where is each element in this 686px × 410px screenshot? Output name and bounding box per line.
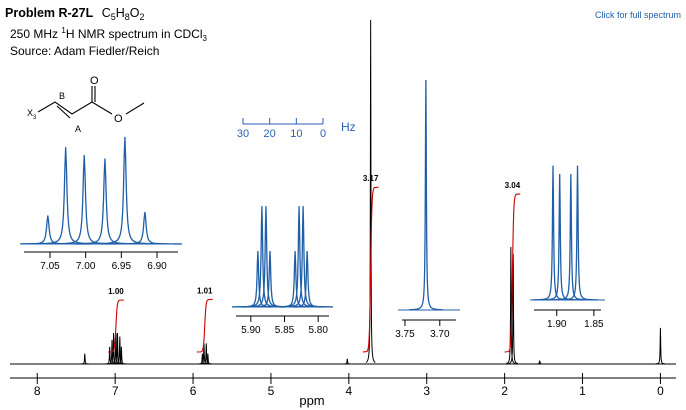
inset-tick-label: 7.00 <box>76 261 96 272</box>
source: Source: Adam Fiedler/Reich <box>10 44 159 58</box>
peak <box>506 247 516 364</box>
integral-label: 3.04 <box>505 181 521 190</box>
formula-part: C <box>102 6 111 20</box>
x-tick-label: 6 <box>190 384 197 398</box>
header: Problem R-27L C5H8O2 <box>5 6 145 22</box>
formula-part: H <box>116 6 125 20</box>
integral-label: 1.01 <box>197 286 213 295</box>
integral-label: 3.17 <box>363 174 379 183</box>
subtitle-sup: 1 <box>61 26 66 35</box>
inset-tick-label: 5.85 <box>275 325 295 336</box>
peak <box>365 19 376 363</box>
inset: 3.75 3.70 <box>395 79 460 340</box>
structure-label: 3 <box>33 115 37 121</box>
formula-sub: 5 <box>111 12 116 22</box>
inset-peak <box>275 206 331 308</box>
structure-label: A <box>75 124 81 134</box>
structure-label: B <box>59 91 65 101</box>
inset-peak <box>271 206 327 308</box>
inset-peak <box>532 165 574 301</box>
inset-peak <box>238 206 294 308</box>
structure-label: O <box>114 113 123 125</box>
inset-tick-label: 6.95 <box>112 261 132 272</box>
inset-peak <box>539 173 581 301</box>
peak <box>535 360 545 365</box>
subtitle: 250 MHz 1H NMR spectrum in CDCl3 <box>10 26 208 43</box>
inset-peak <box>60 158 150 245</box>
peak <box>80 353 90 365</box>
inset-peak <box>242 250 298 308</box>
inset-peak <box>557 165 598 301</box>
integral-curve <box>196 298 213 353</box>
inset-peak <box>80 136 170 245</box>
inset-tick-label: 1.90 <box>547 319 567 330</box>
subtitle-part: 250 MHz <box>10 27 61 41</box>
inset-peak <box>234 206 290 308</box>
inset-tick-label: 1.85 <box>584 319 604 330</box>
full-spectrum-link[interactable]: Click for full spectrum <box>595 10 681 20</box>
inset-peak <box>100 212 182 245</box>
x-tick-label: 7 <box>112 384 119 398</box>
hz-tick-label: 30 <box>237 128 249 140</box>
hz-tick-label: 10 <box>290 128 302 140</box>
double-bond <box>56 105 71 119</box>
peak <box>116 346 127 365</box>
inset-tick-label: 5.80 <box>308 325 328 336</box>
x-axis-label: ppm <box>299 393 324 408</box>
structure: X 3 B A O O <box>27 75 145 134</box>
bond-chain <box>37 101 113 115</box>
x-tick-label: 4 <box>345 384 352 398</box>
hz-tick-label: 20 <box>264 128 276 140</box>
methyl-bond <box>125 102 145 115</box>
inset-tick-label: 3.75 <box>395 329 415 340</box>
subtitle-sub: 3 <box>203 34 208 43</box>
x-tick-label: 5 <box>268 384 275 398</box>
inset-peak <box>267 250 323 308</box>
hz-label: Hz <box>341 120 356 134</box>
inset-peak <box>408 79 443 311</box>
subtitle-part: H NMR spectrum in CDCl <box>66 27 203 41</box>
inset-peak <box>550 173 592 301</box>
inset-tick-label: 3.70 <box>430 329 450 340</box>
integral-label: 1.00 <box>108 287 124 296</box>
inset-peak <box>40 155 129 245</box>
formula-sub: 8 <box>125 12 130 22</box>
peak <box>655 327 666 365</box>
inset-tick-label: 5.90 <box>241 325 261 336</box>
inset-tick-label: 6.90 <box>147 261 167 272</box>
peak <box>342 358 352 365</box>
problem-title: Problem R-27L <box>5 6 94 20</box>
inset-tick-label: 7.05 <box>40 261 60 272</box>
x-tick-label: 2 <box>501 384 508 398</box>
integral-curve <box>362 186 379 353</box>
peak <box>199 343 209 365</box>
formula-part: O <box>130 6 140 20</box>
inset: 1.90 1.85 <box>530 165 605 330</box>
structure-label: X <box>27 108 33 118</box>
inset-peak <box>21 147 110 245</box>
x-tick-label: 0 <box>657 384 664 398</box>
x-tick-label: 3 <box>423 384 430 398</box>
x-tick-label: 1 <box>579 384 586 398</box>
structure-label: O <box>90 75 99 87</box>
formula-sub: 2 <box>140 12 145 22</box>
integral-curve <box>108 299 124 353</box>
inset-peak <box>279 250 333 308</box>
peak <box>203 353 213 365</box>
x-tick-label: 8 <box>34 384 41 398</box>
integral-curve <box>504 193 521 353</box>
hz-tick-label: 0 <box>320 128 326 140</box>
peak <box>112 333 123 365</box>
inset: 5.90 5.85 5.80 <box>232 206 333 336</box>
inset: 7.05 7.00 6.95 6.90 <box>20 136 182 272</box>
